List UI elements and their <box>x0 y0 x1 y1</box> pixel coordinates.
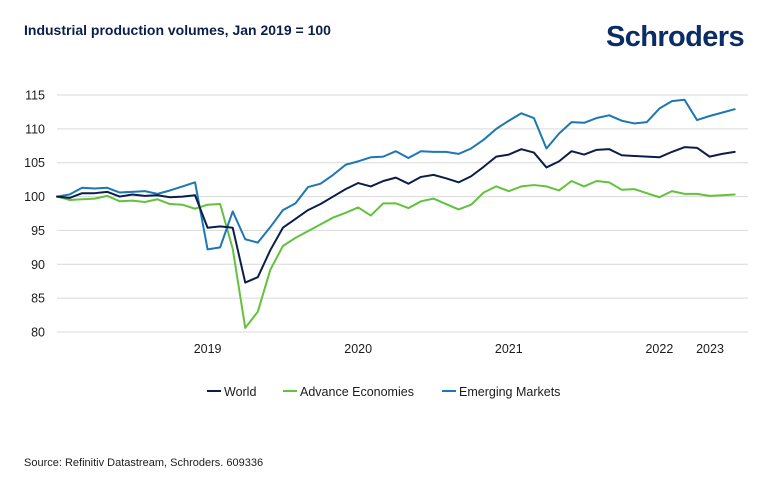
y-tick-label: 90 <box>31 258 45 272</box>
x-tick-label: 2023 <box>696 342 724 356</box>
x-tick-label: 2021 <box>495 342 523 356</box>
series-line-emerging-markets <box>56 98 736 251</box>
y-tick-label: 85 <box>31 292 45 306</box>
y-axis-ticks: 80 85 90 95 100 105 110 115 <box>24 89 45 340</box>
legend-label: World <box>224 385 256 399</box>
x-axis-ticks: 2019 2020 2021 2022 2023 <box>194 342 724 356</box>
legend-label: Advance Economies <box>300 385 414 399</box>
series-line-advance-economies <box>56 180 736 329</box>
x-tick-label: 2020 <box>344 342 372 356</box>
series-lines <box>56 98 736 329</box>
y-tick-label: 100 <box>24 190 45 204</box>
y-tick-label: 115 <box>25 89 45 103</box>
legend-label: Emerging Markets <box>459 385 560 399</box>
x-tick-label: 2022 <box>645 342 673 356</box>
source-note: Source: Refinitiv Datastream, Schroders.… <box>24 457 264 469</box>
series-line-world <box>56 146 736 284</box>
grid-lines <box>57 94 748 333</box>
y-tick-label: 110 <box>25 122 45 136</box>
y-tick-label: 95 <box>31 224 45 238</box>
legend: World Advance Economies Emerging Markets <box>207 385 560 399</box>
schroders-logo: Schroders <box>605 21 745 53</box>
y-tick-label: 80 <box>31 326 45 340</box>
chart-title: Industrial production volumes, Jan 2019 … <box>24 22 331 38</box>
y-tick-label: 105 <box>24 156 45 170</box>
x-tick-label: 2019 <box>194 342 222 356</box>
